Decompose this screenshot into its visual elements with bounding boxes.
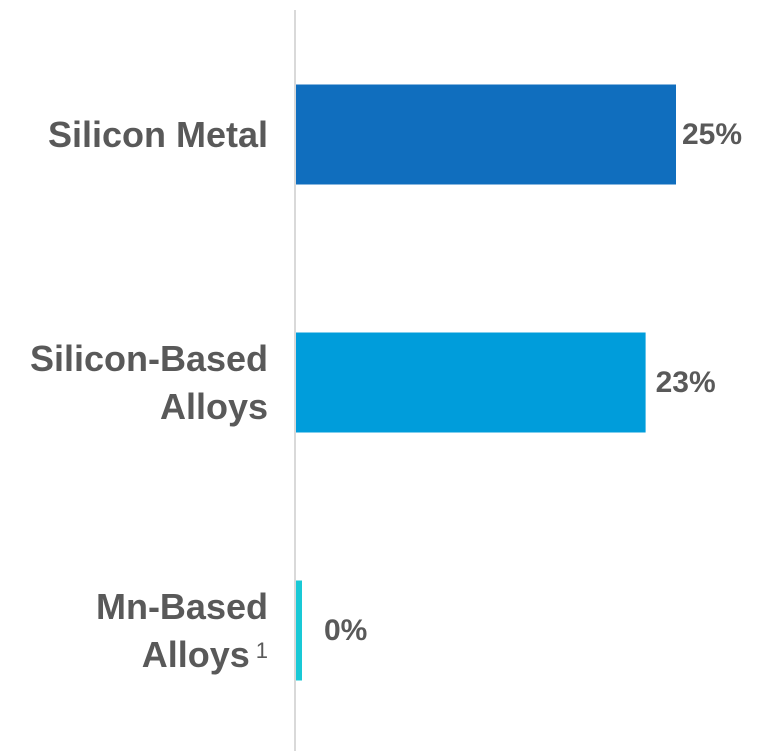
category-label-text: Mn-Based — [95, 585, 268, 627]
bar — [296, 332, 646, 433]
category-label-line: Silicon-Based — [30, 335, 268, 383]
category-label: Silicon Metal — [48, 111, 268, 159]
category-label-text: Silicon Metal — [47, 113, 268, 155]
data-label: 0% — [324, 613, 368, 647]
data-label: 25% — [682, 117, 743, 151]
category-label-text: Alloys — [141, 633, 250, 675]
category-label-line: Mn-Based — [96, 583, 268, 631]
bar — [296, 84, 676, 185]
category-label-line: Alloys 1 — [96, 631, 268, 679]
category-label: Mn-Based Alloys 1 — [96, 583, 268, 679]
category-label-text: Silicon-Based — [29, 337, 268, 379]
bar — [296, 580, 302, 681]
category-label-line: Silicon Metal — [48, 111, 268, 159]
data-label: 23% — [655, 365, 716, 399]
category-label: Silicon-Based Alloys — [30, 335, 268, 431]
category-label-line: Alloys — [30, 383, 268, 431]
category-label-text: Alloys — [159, 385, 268, 427]
footnote-marker: 1 — [255, 637, 268, 663]
